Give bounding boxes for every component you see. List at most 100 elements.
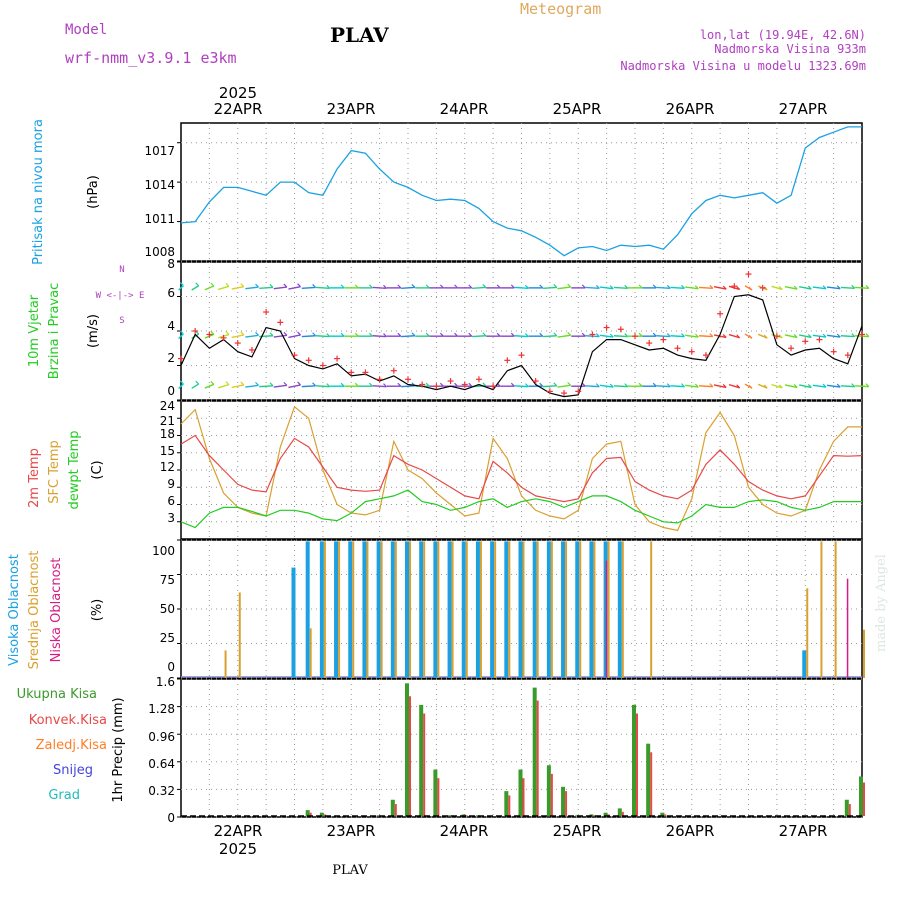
wind-barb-head bbox=[567, 381, 572, 386]
wind-barb-head bbox=[736, 334, 741, 339]
cloud-high-bar bbox=[475, 541, 480, 678]
wind-barb-head bbox=[383, 284, 387, 289]
wind-compass-label: W <-|-> E bbox=[96, 291, 145, 301]
wind-barb bbox=[472, 286, 486, 289]
wind-barb-head bbox=[179, 330, 184, 335]
cloud-mid-bar bbox=[451, 541, 454, 678]
wind-barb bbox=[826, 334, 841, 338]
footer-station: PLAV bbox=[332, 863, 368, 878]
wind-barb-head bbox=[425, 382, 430, 387]
wind-barb-head bbox=[748, 384, 753, 389]
precip-tick: 1.6 bbox=[156, 675, 175, 689]
wind-tick: 8 bbox=[167, 257, 175, 271]
wind-barb-head bbox=[312, 284, 317, 288]
cloud-high-bar bbox=[319, 541, 324, 678]
wind-barb-head bbox=[865, 383, 870, 388]
wind-barb bbox=[301, 286, 316, 289]
pressure-tick: 1011 bbox=[144, 212, 175, 226]
wind-barb bbox=[557, 384, 571, 388]
wind-barb-head bbox=[778, 384, 783, 389]
pressure-tick: 1014 bbox=[144, 178, 175, 192]
precip-conv-bar bbox=[465, 815, 468, 816]
top-date-label: 25APR bbox=[553, 100, 602, 118]
wind-barb-head bbox=[822, 285, 827, 290]
cloud-ylabel: (%) bbox=[90, 599, 105, 622]
precip-total-bar bbox=[617, 808, 622, 816]
wind-barb-head bbox=[383, 383, 387, 388]
precip-total-bar bbox=[859, 776, 863, 816]
wind-barb-head bbox=[411, 284, 416, 288]
wind-barb-head bbox=[539, 332, 544, 337]
pressure-tick: 1008 bbox=[144, 245, 175, 259]
wind-barb-head bbox=[269, 332, 274, 337]
wind-barb bbox=[613, 385, 628, 388]
cloud-tick: 0 bbox=[167, 660, 175, 674]
precip-conv-bar bbox=[536, 700, 539, 816]
precip-total-bar bbox=[518, 769, 523, 816]
wind-barb bbox=[231, 384, 244, 389]
cloud-high-bar bbox=[589, 541, 594, 678]
precip-conv-bar bbox=[607, 814, 610, 816]
wind-barb bbox=[812, 384, 827, 388]
wind-barb-head bbox=[283, 283, 288, 288]
wind-barb bbox=[542, 335, 557, 338]
temp-subtitle: SFC Temp bbox=[47, 440, 62, 504]
wind-barb bbox=[245, 334, 259, 338]
wind-barb-head bbox=[567, 283, 572, 288]
cloud-mid-bar bbox=[522, 541, 525, 678]
cloud-title: Visoka Oblacnost bbox=[7, 554, 22, 666]
wind-barb-head bbox=[624, 284, 629, 289]
wind-ylabel: (m/s) bbox=[86, 314, 101, 348]
precip-total-bar bbox=[319, 812, 324, 816]
wind-compass-north: N bbox=[119, 265, 124, 275]
wind-barb-head bbox=[439, 332, 444, 337]
wind-barb-head bbox=[468, 332, 473, 337]
wind-barb bbox=[728, 383, 740, 389]
cloud-bars-layer bbox=[181, 541, 865, 678]
wind-barb-head bbox=[624, 333, 629, 338]
wind-barb-head bbox=[225, 282, 230, 287]
cloud-tick: 75 bbox=[160, 573, 175, 587]
precip-conv-bar bbox=[848, 804, 851, 816]
wind-speed-line bbox=[180, 294, 863, 398]
temperature-grid bbox=[177, 400, 862, 539]
t2m-line bbox=[180, 434, 863, 503]
wind-barb-head bbox=[369, 332, 373, 337]
precip-conv-bar bbox=[650, 752, 653, 816]
precip-conv-bar bbox=[863, 782, 865, 816]
wind-barb-head bbox=[851, 333, 856, 338]
wind-barb-head bbox=[539, 382, 544, 387]
wind-barb bbox=[840, 286, 855, 289]
bottom-date-axis: 22APR 23APR 24APR 25APR 26APR 27APR bbox=[214, 822, 828, 840]
wind-barb bbox=[204, 383, 215, 389]
cloud-mid-bar bbox=[380, 541, 383, 678]
wind-barb-head bbox=[496, 284, 501, 289]
wind-barb-head bbox=[681, 284, 685, 289]
wind-barb-head bbox=[225, 381, 230, 386]
cloud-mid-bar bbox=[806, 588, 809, 678]
wind-barb bbox=[259, 286, 274, 289]
wind-barb-head bbox=[722, 285, 727, 290]
wind-barb-head bbox=[524, 383, 529, 388]
wind-barb bbox=[273, 286, 287, 290]
precip-conv-bar bbox=[323, 814, 326, 816]
wind-barb-head bbox=[567, 331, 572, 336]
wind-barb-head bbox=[454, 382, 458, 387]
precip-legend-conv: Konvek.Kisa bbox=[29, 713, 107, 728]
wind-barb bbox=[245, 384, 259, 388]
wind-compass-south: S bbox=[119, 316, 124, 326]
wind-barb bbox=[713, 384, 727, 389]
cloud-high-bar bbox=[419, 541, 424, 678]
cloud-mid-bar bbox=[479, 541, 482, 678]
wind-subtitle: Brzina i Pravac bbox=[47, 283, 62, 380]
pressure-tick: 1017 bbox=[144, 144, 175, 158]
wind-barb bbox=[585, 286, 600, 289]
wind-barb bbox=[514, 335, 529, 338]
wind-barb bbox=[557, 286, 571, 290]
wind-barb bbox=[713, 334, 727, 339]
wind-barb-head bbox=[736, 286, 741, 290]
wind-barb bbox=[728, 333, 740, 339]
wind-barb-head bbox=[283, 331, 288, 336]
cloud-high-bar bbox=[405, 541, 409, 678]
wind-barb-head bbox=[609, 285, 614, 290]
